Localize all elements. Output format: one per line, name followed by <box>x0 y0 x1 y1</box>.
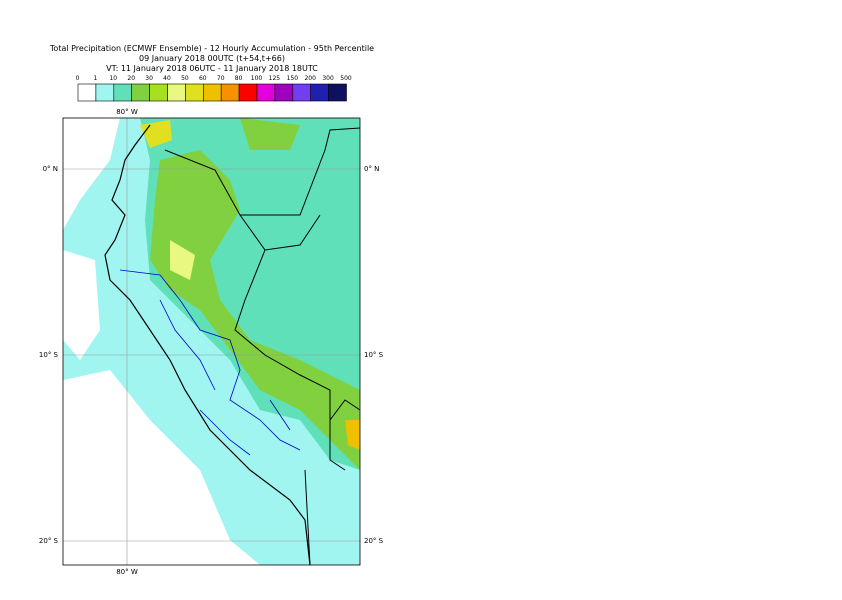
legend-swatch <box>131 83 150 102</box>
legend-swatch <box>274 83 294 102</box>
legend-swatch <box>149 83 168 102</box>
lon-label: 80° W <box>116 568 138 576</box>
legend-swatch <box>95 83 115 102</box>
legend-swatch <box>167 83 186 102</box>
legend-label: 70 <box>217 75 225 82</box>
title-line: VT: 11 January 2018 06UTC - 11 January 2… <box>106 64 318 73</box>
legend-swatch <box>238 83 258 102</box>
legend-swatch <box>310 83 329 102</box>
legend-label: 40 <box>163 75 171 82</box>
legend-label: 500 <box>340 75 352 82</box>
legend-label: 100 <box>251 75 263 82</box>
legend-swatch <box>256 83 276 102</box>
region-border <box>119 269 301 456</box>
lat-label: 0° N <box>364 165 379 173</box>
wet-core <box>345 420 360 450</box>
legend-label: 50 <box>181 75 189 82</box>
wet-area <box>150 150 360 470</box>
legend: 0 1 10 20 30 40 50 60 70 80 100 125 150 200 300 500 <box>76 75 352 102</box>
legend-label: 20 <box>127 75 135 82</box>
legend-label: 1 <box>93 75 97 82</box>
legend-label: 300 <box>322 75 334 82</box>
wet-area <box>240 118 300 150</box>
lat-label: 20° S <box>39 537 59 545</box>
title-line: 09 January 2018 00UTC (t+54,t+66) <box>139 54 285 63</box>
graticule <box>63 118 360 565</box>
legend-swatch <box>77 83 97 102</box>
lat-label: 20° S <box>364 537 384 545</box>
dry-area <box>63 250 100 360</box>
country-border <box>164 127 361 566</box>
legend-label: 60 <box>199 75 207 82</box>
legend-swatch <box>185 83 204 102</box>
legend-label: 80 <box>235 75 243 82</box>
lat-label: 10° S <box>364 351 384 359</box>
legend-swatch <box>203 83 222 102</box>
title-line: Total Precipitation (ECMWF Ensemble) - 1… <box>49 44 374 53</box>
legend-swatch <box>328 83 347 102</box>
legend-swatch <box>113 83 133 102</box>
lon-label: 80° W <box>116 108 138 116</box>
legend-swatch <box>292 83 311 102</box>
lat-label: 0° N <box>43 165 58 173</box>
coastline <box>104 124 311 566</box>
dry-area <box>63 370 260 565</box>
legend-label: 125 <box>269 75 281 82</box>
legend-label: 30 <box>145 75 153 82</box>
legend-label: 200 <box>304 75 316 82</box>
legend-label: 10 <box>109 75 117 82</box>
lat-label: 10° S <box>39 351 59 359</box>
wet-core <box>170 240 195 280</box>
legend-swatch <box>220 83 240 102</box>
legend-label: 150 <box>287 75 299 82</box>
map <box>62 117 361 566</box>
legend-label: 0 <box>76 75 80 82</box>
map-frame <box>62 117 361 566</box>
dry-area <box>63 118 120 230</box>
